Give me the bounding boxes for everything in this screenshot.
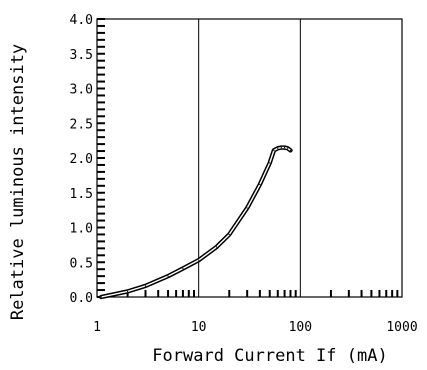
y-tick-label: 3.0 <box>70 83 93 98</box>
y-tick-label: 4.0 <box>70 13 93 28</box>
series-point <box>283 146 286 149</box>
series-line-0 <box>99 145 293 300</box>
series-point <box>273 149 275 151</box>
y-tick-label: 0.0 <box>70 291 93 306</box>
series-point <box>198 259 200 261</box>
x-tick-label: 1 <box>93 320 101 335</box>
series-point <box>269 162 271 164</box>
series-point <box>277 147 279 149</box>
series-point <box>182 267 184 270</box>
series-point <box>287 147 289 149</box>
series-point <box>215 246 218 248</box>
series-point <box>228 233 230 236</box>
grid-layer <box>198 19 301 297</box>
y-axis-title: Relative luminous intensity <box>8 44 28 320</box>
x-tick-label: 100 <box>289 320 312 335</box>
plot-frame <box>96 18 403 298</box>
y-tick-label: 3.5 <box>70 48 93 63</box>
series-point <box>100 296 102 298</box>
x-tick-label: 10 <box>191 320 207 335</box>
y-tick-label: 2.0 <box>70 152 93 167</box>
x-tick-label: 1000 <box>386 320 417 335</box>
series-line-highlight-0 <box>100 146 292 298</box>
series-point <box>167 275 169 277</box>
y-tick-label: 2.5 <box>70 117 93 132</box>
series-layer <box>99 145 293 300</box>
series-point <box>280 146 282 149</box>
series-point <box>259 183 261 186</box>
series-point <box>289 149 292 151</box>
tick-layer <box>97 18 399 298</box>
y-tick-label: 1.0 <box>70 222 93 237</box>
label-layer: 0.0 0.5 1.0 1.5 2.0 2.5 3.0 3.5 4.0 1 10 100 1000 <box>70 13 418 335</box>
series-point <box>144 285 147 287</box>
y-tick-label: 0.5 <box>70 256 93 271</box>
y-tick-label: 1.5 <box>70 187 93 202</box>
x-axis-title: Forward Current If (mA) <box>152 346 387 366</box>
series-point <box>246 207 248 209</box>
series-point <box>127 290 129 293</box>
